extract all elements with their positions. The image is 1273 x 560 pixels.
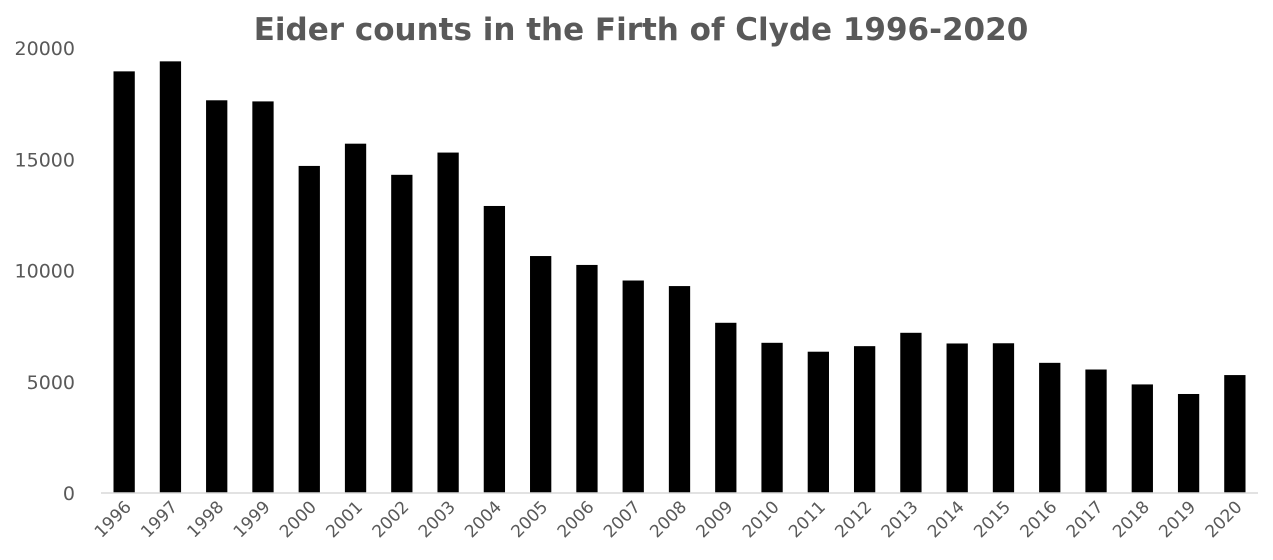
bar-2007 [622, 280, 644, 493]
bar-1999 [252, 101, 274, 494]
x-tick-label: 2019 [1155, 497, 1200, 542]
x-tick-label: 2005 [507, 497, 552, 542]
bar-2005 [530, 256, 552, 493]
bar-1996 [113, 71, 135, 494]
x-tick-label: 2011 [785, 497, 830, 542]
y-tick-label: 0 [63, 483, 75, 505]
x-tick-label: 1998 [183, 497, 228, 542]
x-tick-label: 1996 [91, 497, 136, 542]
bar-2015 [992, 343, 1015, 493]
bar-1997 [159, 61, 182, 493]
x-tick-label: 2003 [415, 497, 460, 542]
x-tick-label: 2000 [276, 497, 321, 542]
x-tick-label: 2007 [600, 497, 645, 542]
x-tick-label: 2010 [739, 497, 784, 542]
bar-2010 [761, 342, 783, 493]
y-tick-label: 20000 [15, 38, 75, 60]
x-tick-label: 2006 [554, 497, 599, 542]
bar-2004 [483, 205, 506, 493]
bar-2014 [946, 343, 968, 493]
bar-2020 [1224, 375, 1246, 493]
x-tick-label: 1997 [137, 497, 182, 542]
x-tick-label: 2013 [878, 497, 923, 542]
x-tick-label: 2008 [646, 497, 691, 542]
x-tick-label: 2009 [693, 497, 738, 542]
bar-2016 [1039, 362, 1061, 493]
bar-2000 [298, 165, 320, 493]
bar-2012 [853, 346, 876, 493]
chart-title: Eider counts in the Firth of Clyde 1996-… [254, 12, 1029, 48]
x-tick-label: 2016 [1017, 497, 1062, 542]
bar-2013 [900, 332, 922, 493]
bar-2003 [437, 152, 459, 493]
bar-2006 [576, 264, 598, 493]
bar-2001 [344, 143, 367, 493]
bars [113, 61, 1246, 494]
bar-2017 [1085, 369, 1107, 493]
bar-1998 [206, 100, 228, 493]
x-tick-label: 2012 [831, 497, 876, 542]
bar-2009 [715, 322, 737, 493]
bar-2008 [668, 286, 691, 493]
x-tick-label: 2002 [369, 497, 414, 542]
bar-2011 [807, 351, 829, 493]
y-axis: 0 5000 10000 15000 20000 [15, 38, 75, 505]
x-tick-label: 2004 [461, 497, 506, 542]
x-tick-label: 2014 [924, 497, 969, 542]
y-tick-label: 10000 [15, 261, 75, 283]
x-axis: 1996 1997 1998 1999 2000 2001 2002 2003 2004 2005… [91, 497, 1246, 542]
x-tick-label: 2015 [970, 497, 1015, 542]
bar-2002 [391, 174, 413, 493]
y-tick-label: 15000 [15, 149, 75, 171]
x-tick-label: 2018 [1109, 497, 1154, 542]
x-tick-label: 2017 [1063, 497, 1108, 542]
x-tick-label: 2001 [322, 497, 367, 542]
bar-2019 [1177, 393, 1200, 493]
y-tick-label: 5000 [27, 372, 75, 394]
x-tick-label: 2020 [1202, 497, 1247, 542]
bar-2018 [1131, 384, 1153, 493]
x-tick-label: 1999 [230, 497, 275, 542]
